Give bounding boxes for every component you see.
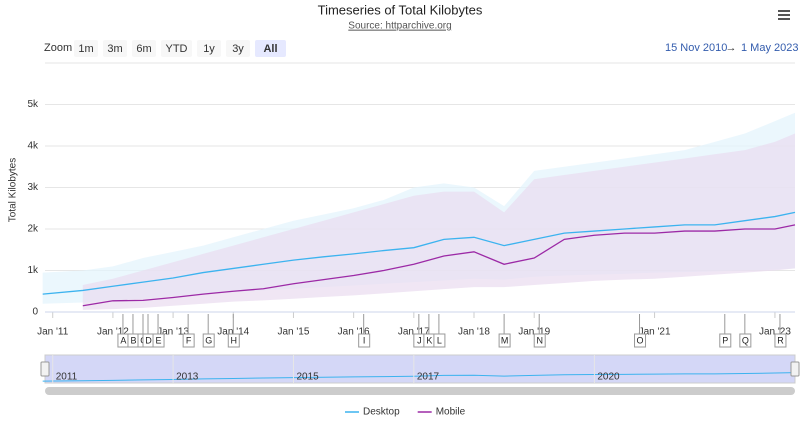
flag-label: M [501, 335, 509, 345]
flag-label: D [145, 335, 152, 345]
zoom-button-label[interactable]: 1m [78, 43, 93, 55]
y-axis-title: Total Kilobytes [8, 158, 19, 222]
x-tick-label: Jan '12 [97, 327, 129, 338]
zoom-button-label[interactable]: 3y [232, 43, 244, 55]
flag-label: K [426, 335, 432, 345]
x-tick-label: Jan '16 [338, 327, 370, 338]
flag-label: Q [742, 335, 749, 345]
x-tick-label: Jan '11 [37, 327, 69, 338]
x-tick-label: Jan '21 [639, 327, 671, 338]
x-tick-label: Jan '17 [398, 327, 430, 338]
chart-subtitle: Source: httparchive.org [348, 21, 451, 32]
flag-label: P [722, 335, 728, 345]
y-tick-label: 5k [27, 99, 39, 110]
x-tick-label: Jan '23 [759, 327, 791, 338]
zoom-button[interactable] [255, 40, 286, 57]
flag-label: I [363, 335, 366, 345]
series-line [42, 211, 796, 295]
x-tick-label: Jan '18 [458, 327, 490, 338]
series-line [82, 224, 796, 307]
x-tick-label: Jan '15 [277, 327, 309, 338]
zoom-label: Zoom [44, 42, 72, 54]
flag[interactable] [739, 333, 752, 348]
y-tick-label: 1k [27, 265, 39, 276]
flag-label: E [156, 335, 162, 345]
legend-label[interactable]: Desktop [363, 407, 400, 418]
navigator-tick-label: 2015 [296, 372, 319, 383]
zoom-button[interactable] [161, 40, 192, 57]
y-tick-label: 3k [27, 182, 39, 193]
flag[interactable] [358, 333, 371, 348]
navigator-tick-label: 2017 [417, 372, 440, 383]
navigator-mask [44, 354, 796, 384]
range-band [82, 133, 795, 310]
flag-label: A [120, 335, 126, 345]
x-tick-label: Jan '13 [157, 327, 189, 338]
zoom-button-label[interactable]: 1y [203, 43, 215, 55]
zoom-button-label[interactable]: 6m [136, 43, 151, 55]
y-tick-label: 0 [32, 307, 38, 318]
flag-label: G [205, 335, 212, 345]
legend-label[interactable]: Mobile [436, 407, 466, 418]
flag[interactable] [634, 333, 647, 348]
flag[interactable] [152, 333, 165, 348]
navigator-line [42, 372, 796, 382]
navigator-tick-label: 2013 [176, 372, 199, 383]
flag-label: H [231, 335, 238, 345]
y-tick-label: 4k [27, 141, 39, 152]
zoom-button[interactable] [197, 40, 221, 57]
navigator-handle[interactable] [40, 361, 50, 377]
flag-label: J [417, 335, 422, 345]
scrollbar[interactable] [45, 387, 795, 395]
zoom-button[interactable] [226, 40, 250, 57]
x-tick-label: Jan '19 [518, 327, 550, 338]
zoom-button-label[interactable]: All [263, 43, 277, 55]
flag-label: N [536, 335, 543, 345]
flag[interactable] [227, 333, 240, 348]
flag[interactable] [774, 333, 787, 348]
flag-label: B [130, 335, 136, 345]
flag[interactable] [498, 333, 511, 348]
flag[interactable] [202, 333, 215, 348]
zoom-button[interactable] [74, 40, 98, 57]
range-arrow: → [726, 42, 737, 54]
menu-button[interactable] [776, 8, 792, 24]
flag-label: O [637, 335, 644, 345]
flag[interactable] [719, 333, 732, 348]
flag[interactable] [433, 333, 446, 348]
y-tick-label: 2k [27, 224, 39, 235]
zoom-button-label[interactable]: 3m [107, 43, 122, 55]
chart-title: Timeseries of Total Kilobytes [318, 2, 483, 17]
flag[interactable] [533, 333, 546, 348]
zoom-button[interactable] [132, 40, 156, 57]
flag-label: R [777, 335, 784, 345]
flag-label: F [186, 335, 192, 345]
navigator-handle[interactable] [790, 361, 800, 377]
navigator-tick-label: 2020 [597, 372, 620, 383]
zoom-button-label[interactable]: YTD [166, 43, 188, 55]
range-to[interactable]: 1 May 2023 [741, 42, 798, 54]
flag[interactable] [182, 333, 195, 348]
zoom-button[interactable] [103, 40, 127, 57]
navigator-tick-label: 2011 [56, 372, 78, 383]
range-from[interactable]: 15 Nov 2010 [665, 42, 727, 54]
flag-label: L [437, 335, 442, 345]
